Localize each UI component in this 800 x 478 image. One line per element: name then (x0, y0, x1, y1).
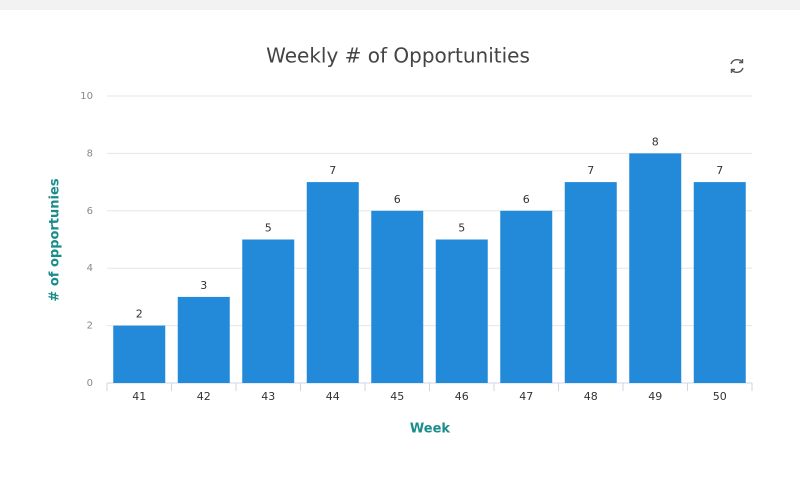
x-axis-label: Week (410, 422, 451, 437)
x-tick-label: 43 (261, 390, 275, 403)
bar (371, 210, 424, 383)
value-label: 7 (329, 164, 336, 177)
x-tick-label: 45 (390, 390, 404, 403)
value-label: 2 (136, 308, 143, 321)
x-tick-label: 49 (648, 390, 662, 403)
y-axis-label: # of opportunies (48, 178, 63, 301)
chart-title: Weekly # of Opportunities (266, 44, 530, 68)
refresh-button[interactable] (730, 58, 744, 74)
bar (177, 296, 230, 383)
value-label: 3 (200, 279, 207, 292)
x-tick-label: 46 (455, 390, 469, 403)
value-label: 6 (394, 193, 401, 206)
y-tick-label: 4 (87, 263, 93, 274)
bar (306, 182, 359, 383)
value-label: 5 (458, 222, 465, 235)
y-tick-label: 8 (87, 148, 93, 159)
bar (242, 239, 295, 383)
x-tick-label: 50 (713, 390, 727, 403)
top-bar (0, 0, 800, 10)
y-tick-label: 10 (80, 91, 93, 102)
x-tick-label: 48 (584, 390, 598, 403)
bar (113, 325, 166, 383)
value-label: 7 (587, 164, 594, 177)
y-tick-label: 6 (87, 206, 93, 217)
x-tick-label: 42 (197, 390, 211, 403)
value-label: 5 (265, 222, 272, 235)
bar (693, 182, 746, 383)
x-tick-label: 47 (519, 390, 533, 403)
bar (500, 210, 553, 383)
value-label: 7 (716, 164, 723, 177)
bar (629, 153, 682, 383)
y-tick-label: 0 (87, 378, 93, 389)
value-label: 6 (523, 193, 530, 206)
y-tick-label: 2 (87, 321, 93, 332)
bar (435, 239, 488, 383)
value-label: 8 (652, 135, 659, 148)
x-tick-label: 44 (326, 390, 340, 403)
x-tick-label: 41 (132, 390, 146, 403)
bar (564, 182, 617, 383)
